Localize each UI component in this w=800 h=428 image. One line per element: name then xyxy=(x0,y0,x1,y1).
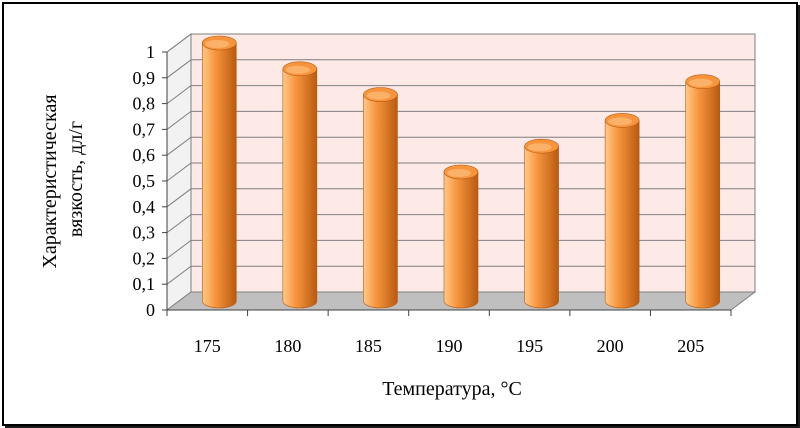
y-tick-label: 0,4 xyxy=(133,197,156,217)
gridline xyxy=(166,59,755,79)
gridline xyxy=(166,188,755,208)
bar-body xyxy=(363,94,398,309)
x-tick-label: 200 xyxy=(597,336,624,356)
gridline xyxy=(166,110,755,130)
x-axis xyxy=(166,309,732,316)
x-axis-ticks: 175 180 185 190 195 200 205 xyxy=(194,336,704,356)
bar-top-highlight xyxy=(447,169,471,177)
x-tick-label: 185 xyxy=(355,336,382,356)
bar xyxy=(201,35,237,309)
y-tick-label: 0,9 xyxy=(133,68,156,88)
bar xyxy=(604,113,640,309)
x-tick-label: 180 xyxy=(274,336,301,356)
y-tick-label: 0,7 xyxy=(133,119,156,139)
y-tick-label: 0,8 xyxy=(133,94,156,114)
y-tick-label: 0,1 xyxy=(133,274,156,294)
gridline xyxy=(166,85,755,104)
gridline xyxy=(166,214,755,234)
bar-top-highlight xyxy=(608,117,633,126)
bar xyxy=(524,138,559,309)
x-axis-title: Температура, °C xyxy=(382,378,522,400)
bar-chart: 00,10,20,30,40,50,60,70,80,91 175 180 185 1… xyxy=(39,33,757,400)
gridlines xyxy=(166,33,755,285)
bar-body xyxy=(524,145,559,309)
bar-body xyxy=(201,42,237,309)
bar-top-highlight xyxy=(527,143,552,152)
y-axis-title: Характеристическая вязкость, дл/г xyxy=(39,89,87,268)
y-tick-label: 1 xyxy=(146,42,155,62)
y-tick-label: 0 xyxy=(146,300,155,320)
y-axis-ticks: 0 0,1 0,2 0,3 0,4 0,5 0,6 0,7 0,8 0,9 1 xyxy=(133,42,168,320)
x-tick-label: 190 xyxy=(436,336,463,356)
bars xyxy=(201,35,721,309)
bar-top-highlight xyxy=(688,78,713,87)
y-tick-label: 0,5 xyxy=(133,171,156,191)
bar-top-highlight xyxy=(285,65,310,74)
bar-body xyxy=(443,171,479,309)
bar-body xyxy=(685,81,721,309)
x-tick-label: 195 xyxy=(516,336,543,356)
bar xyxy=(443,164,479,309)
bar xyxy=(685,74,721,309)
y-axis-title-line-2: вязкость, дл/г xyxy=(65,121,87,237)
gridline xyxy=(166,136,755,156)
bar-body xyxy=(604,120,640,309)
gridline xyxy=(166,265,755,285)
x-tick-label: 175 xyxy=(194,336,221,356)
gridline xyxy=(166,162,755,182)
gridline xyxy=(166,239,755,259)
y-axis-title-line-1: Характеристическая xyxy=(39,94,61,268)
bar xyxy=(363,87,398,309)
y-tick-label: 0,6 xyxy=(133,145,156,165)
bar-top-highlight xyxy=(205,40,230,48)
bar-body xyxy=(282,68,318,309)
y-tick-label: 0,2 xyxy=(133,248,156,268)
bar-top-highlight xyxy=(366,91,391,100)
gridline xyxy=(166,33,755,53)
bar xyxy=(282,61,318,309)
x-tick-label: 205 xyxy=(677,336,704,356)
y-tick-label: 0,3 xyxy=(133,223,156,243)
